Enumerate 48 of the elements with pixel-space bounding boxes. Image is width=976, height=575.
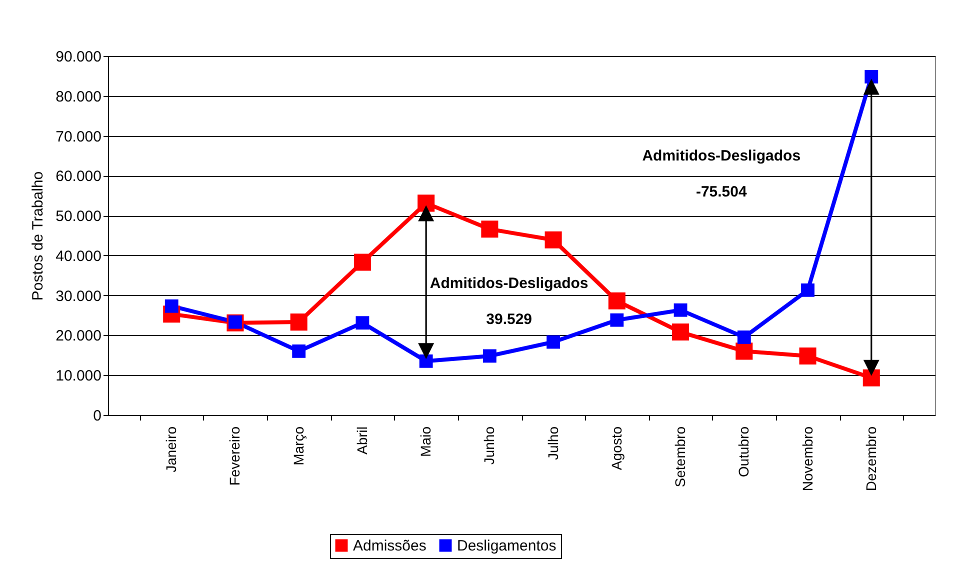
y-tick-label: 40.000 — [56, 248, 102, 265]
x-tick-label: Junho — [481, 426, 498, 465]
legend-label: Desligamentos — [457, 538, 556, 555]
point — [164, 299, 178, 313]
x-tick-label: Agosto — [608, 426, 624, 470]
y-tick-label: 0 — [93, 408, 102, 424]
x-tick-label: Janeiro — [163, 426, 180, 472]
legend-label: Admissões — [353, 538, 426, 555]
x-tick-label: Maio — [418, 426, 434, 457]
point — [801, 283, 814, 297]
x-tick-label: Março — [290, 426, 306, 466]
point — [799, 347, 816, 364]
point — [356, 316, 370, 330]
point — [482, 349, 496, 363]
y-tick-label: 30.000 — [56, 288, 102, 305]
x-tick-label: Outubro — [736, 426, 752, 478]
point — [419, 354, 433, 368]
point — [864, 70, 878, 84]
y-tick-label: 50.000 — [56, 208, 102, 226]
y-tick-label: 10.000 — [56, 368, 102, 385]
x-tick-label: Novembro — [799, 426, 816, 492]
point — [862, 369, 880, 386]
point — [418, 194, 435, 212]
x-tick-label: Abril — [354, 426, 370, 455]
point — [354, 254, 371, 271]
point — [290, 314, 308, 331]
x-tick-label: Julho — [544, 426, 561, 460]
y-tick-label: 60.000 — [56, 168, 102, 186]
point — [674, 303, 688, 317]
point — [544, 231, 562, 248]
point — [736, 342, 753, 360]
x-tick-label: Dezembro — [862, 426, 879, 492]
y-tick-label: 70.000 — [56, 128, 102, 146]
y-tick-label: 80.000 — [56, 88, 102, 106]
point — [292, 344, 306, 358]
x-tick-label: Setembro — [672, 426, 688, 488]
text: Admitidos-Desligados 39.529 — [430, 275, 588, 328]
point — [546, 335, 560, 349]
y-tick-label: 20.000 — [56, 328, 102, 345]
point — [610, 313, 624, 327]
y-axis-title: Postos de Trabalho — [30, 171, 47, 301]
x-tick-label: Fevereiro — [226, 426, 243, 486]
point — [737, 330, 751, 344]
point — [608, 292, 626, 310]
point — [672, 324, 690, 341]
point — [481, 220, 498, 238]
text: Admitidos-Desligados -75.504 — [642, 147, 801, 200]
y-tick-label: 90.000 — [56, 48, 102, 66]
